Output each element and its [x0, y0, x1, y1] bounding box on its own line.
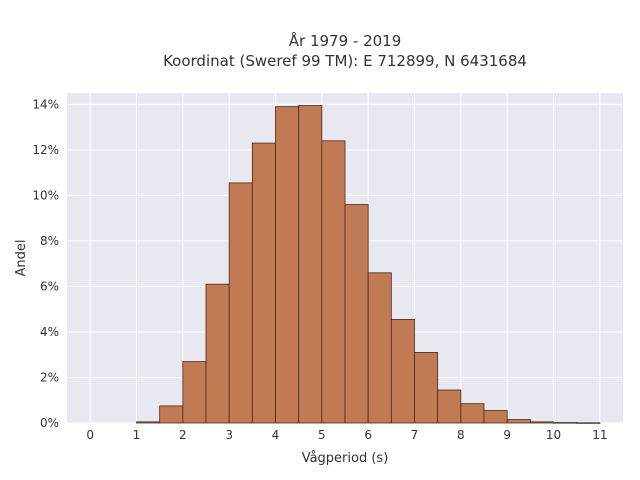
histogram-bar	[390, 319, 415, 424]
histogram-bar	[529, 421, 554, 424]
histogram-bar	[483, 410, 508, 424]
x-tick-label: 1	[133, 428, 141, 442]
histogram-bar	[414, 352, 439, 424]
histogram-bar	[275, 106, 300, 424]
histogram-bar	[136, 421, 161, 424]
histogram-bar	[460, 403, 485, 424]
y-axis-ticks: 0% 2% 4% 6% 8% 10% 12% 14%	[32, 97, 59, 430]
y-tick-label: 2%	[40, 370, 59, 384]
histogram-bar	[553, 422, 578, 424]
x-tick-label: 4	[272, 428, 280, 442]
histogram-bar	[576, 422, 601, 424]
histogram-bar	[182, 361, 207, 424]
histogram-bars	[136, 105, 601, 424]
histogram-bar	[437, 389, 462, 424]
histogram-bar	[367, 272, 392, 424]
y-tick-label: 8%	[40, 234, 59, 248]
y-tick-label: 6%	[40, 279, 59, 293]
x-tick-label: 3	[225, 428, 233, 442]
y-axis-title: Andel	[14, 240, 29, 277]
y-tick-label: 0%	[40, 416, 59, 430]
x-tick-label: 6	[364, 428, 372, 442]
chart-title-line2: Koordinat (Sweref 99 TM): E 712899, N 64…	[163, 52, 527, 70]
x-tick-label: 11	[592, 428, 607, 442]
histogram-bar	[205, 283, 230, 424]
chart-title-line1: År 1979 - 2019	[289, 31, 402, 50]
histogram-bar	[298, 105, 323, 424]
x-tick-label: 5	[318, 428, 326, 442]
y-tick-label: 10%	[32, 188, 59, 202]
histogram-bar	[344, 204, 369, 424]
y-tick-label: 12%	[32, 143, 59, 157]
x-tick-label: 0	[86, 428, 94, 442]
x-axis-ticks: 0 1 2 3 4 5 6 7 8 9 10 11	[86, 428, 607, 442]
x-axis-title: Vågperiod (s)	[302, 451, 389, 466]
histogram-bar	[228, 182, 253, 424]
x-tick-label: 7	[411, 428, 419, 442]
histogram-bar	[159, 405, 184, 424]
histogram-bar	[321, 140, 346, 424]
x-tick-label: 8	[457, 428, 465, 442]
x-tick-label: 10	[546, 428, 561, 442]
x-tick-label: 9	[503, 428, 511, 442]
histogram-bar	[251, 142, 276, 424]
y-tick-label: 4%	[40, 325, 59, 339]
x-tick-label: 2	[179, 428, 187, 442]
y-tick-label: 14%	[32, 97, 59, 111]
histogram-bar	[506, 419, 531, 424]
